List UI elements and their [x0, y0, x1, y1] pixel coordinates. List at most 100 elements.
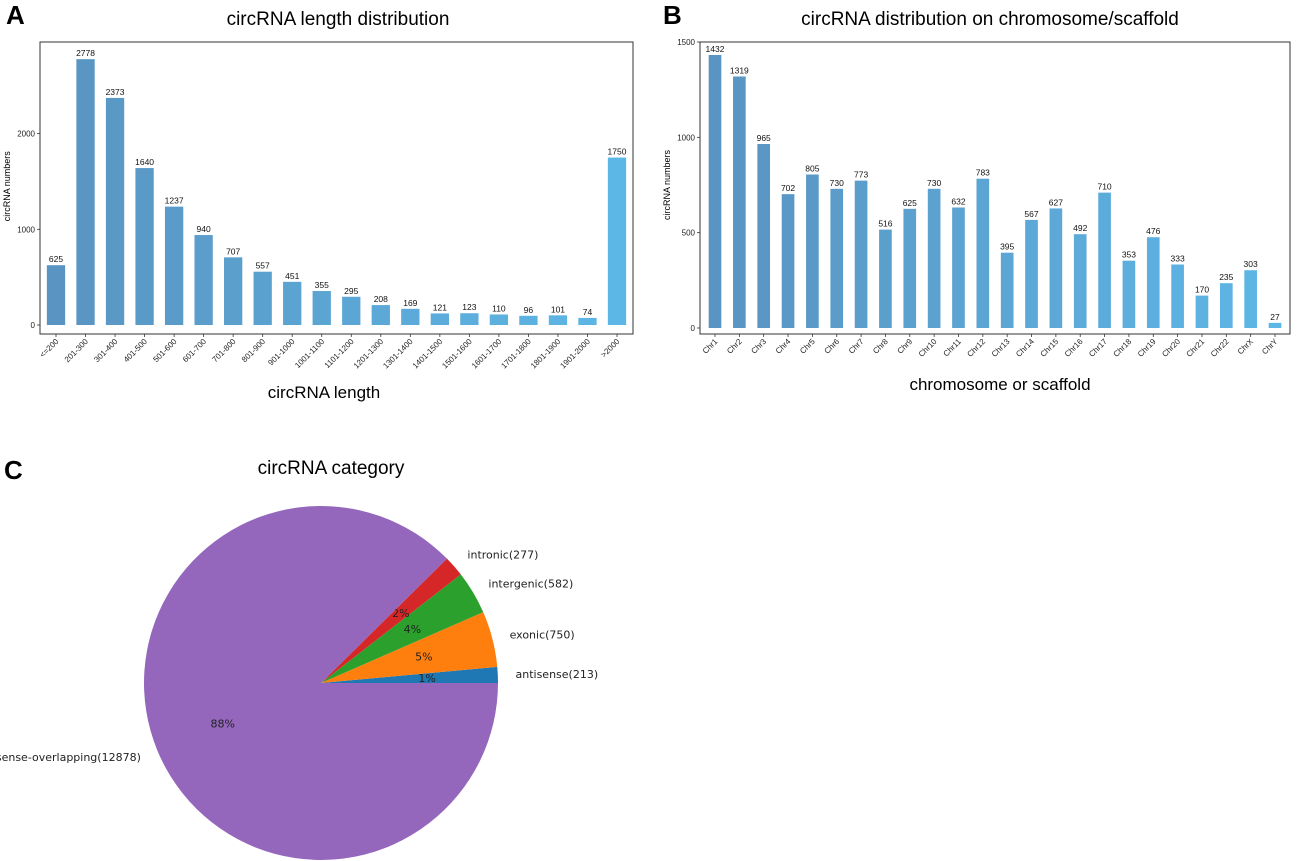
- chartB-data-label: 783: [976, 168, 990, 178]
- chartB-data-label: 632: [951, 196, 965, 206]
- chartB-data-label: 567: [1024, 209, 1038, 219]
- pie-slice-4: [144, 505, 499, 860]
- chartB-xtick-label: Chr3: [749, 337, 768, 356]
- chartA-data-label: 355: [315, 280, 329, 290]
- panel-letter-c: C: [4, 455, 23, 485]
- chartA-xtick-label: 501-600: [151, 337, 179, 365]
- chartA-data-label: 96: [524, 305, 534, 315]
- pie-slice-pct: 1%: [418, 672, 435, 685]
- chart-c-title: circRNA category: [258, 458, 405, 479]
- pie-slice-label: antisense(213): [515, 668, 598, 681]
- chartB-data-label: 773: [854, 170, 868, 180]
- chartA-bar-1701-1800: [519, 315, 538, 325]
- chartA-bar-801-900: [253, 271, 272, 325]
- chartA-data-label: 101: [551, 304, 565, 314]
- pie-slice-3: [321, 558, 461, 683]
- pie-slice-0: [321, 666, 498, 683]
- chartA-bar-201-300: [76, 59, 95, 326]
- chartB-data-label: 1432: [706, 44, 725, 54]
- chartB-xtick-label: Chr6: [823, 337, 842, 356]
- chartA-data-label: 123: [462, 302, 476, 312]
- chartA-data-label: 940: [197, 224, 211, 234]
- chartB-bar-Chr6: [830, 188, 844, 328]
- chartB-data-label: 333: [1171, 254, 1185, 264]
- chartB-data-label: 730: [927, 178, 941, 188]
- chartB-xtick-label: Chr22: [1209, 337, 1231, 359]
- chartB-xtick-label: Chr19: [1136, 337, 1158, 359]
- chartA-xtick-label: 1101-1200: [323, 337, 356, 370]
- chartB-bar-Chr13: [1000, 252, 1014, 328]
- chartB-bar-Chr22: [1219, 283, 1233, 328]
- chartB-bar-Chr16: [1073, 234, 1087, 328]
- chartB-bar-Chr18: [1122, 260, 1136, 328]
- chartB-xtick-label: Chr21: [1185, 337, 1207, 359]
- chartA-data-label: 121: [433, 302, 447, 312]
- chartB-xtick-label: Chr16: [1063, 337, 1085, 359]
- chartA-xtick-label: 1501-1600: [440, 337, 474, 371]
- chartA-data-label: 2373: [106, 87, 125, 97]
- chartB-xtick-label: Chr1: [701, 337, 720, 356]
- chartB-data-label: 303: [1244, 259, 1258, 269]
- chartA-bar-401-500: [135, 168, 154, 325]
- chartB-ytick-label: 1000: [677, 133, 695, 142]
- chartA-bar-1901-2000: [578, 317, 597, 325]
- chartA-data-label: 1640: [135, 157, 154, 167]
- chartA-xtick-label: 1701-1800: [499, 337, 533, 371]
- chartA-bar-501-600: [164, 206, 184, 325]
- chartB-xtick-label: Chr18: [1112, 337, 1134, 359]
- chart-a: circRNA numbers 0 1000 2000 625 <=200 2778 201-…: [2, 41, 634, 371]
- chart-a-title: circRNA length distribution: [227, 9, 450, 30]
- chartA-xtick-label: 701-800: [210, 337, 238, 365]
- chartA-bar-301-400: [105, 97, 125, 325]
- chartB-bar-Chr15: [1049, 208, 1063, 328]
- chartA-bar-1501-1600: [460, 313, 479, 325]
- chartA-bar-1101-1200: [342, 296, 361, 325]
- chartB-data-label: 730: [830, 178, 844, 188]
- chartA-xtick-label: 601-700: [181, 337, 209, 365]
- chartA-xtick-label: 1601-1700: [470, 337, 504, 371]
- chartA-bar->2000: [607, 157, 627, 325]
- chartB-xtick-label: Chr17: [1087, 337, 1109, 359]
- pie-slice-1: [321, 612, 498, 683]
- pie-slice-pct: 88%: [211, 717, 235, 730]
- chartA-ylabel: circRNA numbers: [2, 151, 12, 222]
- chartB-data-label: 170: [1195, 285, 1209, 295]
- chartB-frame: [699, 41, 1291, 335]
- chartA-data-label: 451: [285, 271, 299, 281]
- chartA-data-label: 2778: [76, 48, 95, 58]
- chartB-data-label: 702: [781, 183, 795, 193]
- chartA-bar-901-1000: [283, 281, 302, 325]
- chartB-ytick-label: 1500: [677, 38, 695, 47]
- panel-letter-b: B: [663, 0, 682, 30]
- chartB-xtick-label: Chr15: [1039, 337, 1061, 359]
- chartA-data-label: 1237: [165, 196, 184, 206]
- chartA-xtick-label: >2000: [599, 337, 622, 360]
- chartB-ytick-label: 0: [691, 324, 696, 333]
- chart-b-title: circRNA distribution on chromosome/scaff…: [801, 9, 1179, 30]
- chartB-xtick-label: Chr5: [798, 337, 817, 356]
- pie-slice-label: sense-overlapping(12878): [0, 751, 141, 764]
- panel-letter-a: A: [6, 0, 25, 30]
- chartA-data-label: 707: [226, 246, 240, 256]
- chartA-ytick-label: 2000: [17, 130, 35, 139]
- chartA-bar-1601-1700: [489, 314, 509, 325]
- chartA-xtick-label: 1901-2000: [558, 337, 592, 371]
- chartB-xtick-label: Chr14: [1014, 337, 1036, 359]
- chartB-bar-Chr8: [879, 229, 892, 328]
- chart-b: circRNA numbers 0 500 1000 1500 1432 Chr1 1319 C…: [662, 38, 1291, 359]
- chartB-data-label: 395: [1000, 242, 1014, 252]
- chartB-data-label: 627: [1049, 197, 1063, 207]
- chartB-xtick-label: ChrY: [1260, 337, 1280, 357]
- chartA-data-label: 557: [256, 261, 270, 271]
- chartB-data-label: 805: [805, 164, 819, 174]
- chartA-bar-1401-1500: [430, 313, 449, 325]
- chartA-ytick-label: 0: [31, 321, 36, 330]
- chartA-frame: [39, 41, 634, 335]
- chartB-ytick-label: 500: [682, 229, 696, 238]
- chartB-xtick-label: Chr20: [1160, 337, 1182, 359]
- chartB-data-label: 353: [1122, 250, 1136, 260]
- chartB-xtick-label: Chr8: [871, 337, 890, 356]
- chartB-data-label: 625: [903, 198, 917, 208]
- chartB-data-label: 492: [1073, 223, 1087, 233]
- chartA-data-label: 625: [49, 254, 63, 264]
